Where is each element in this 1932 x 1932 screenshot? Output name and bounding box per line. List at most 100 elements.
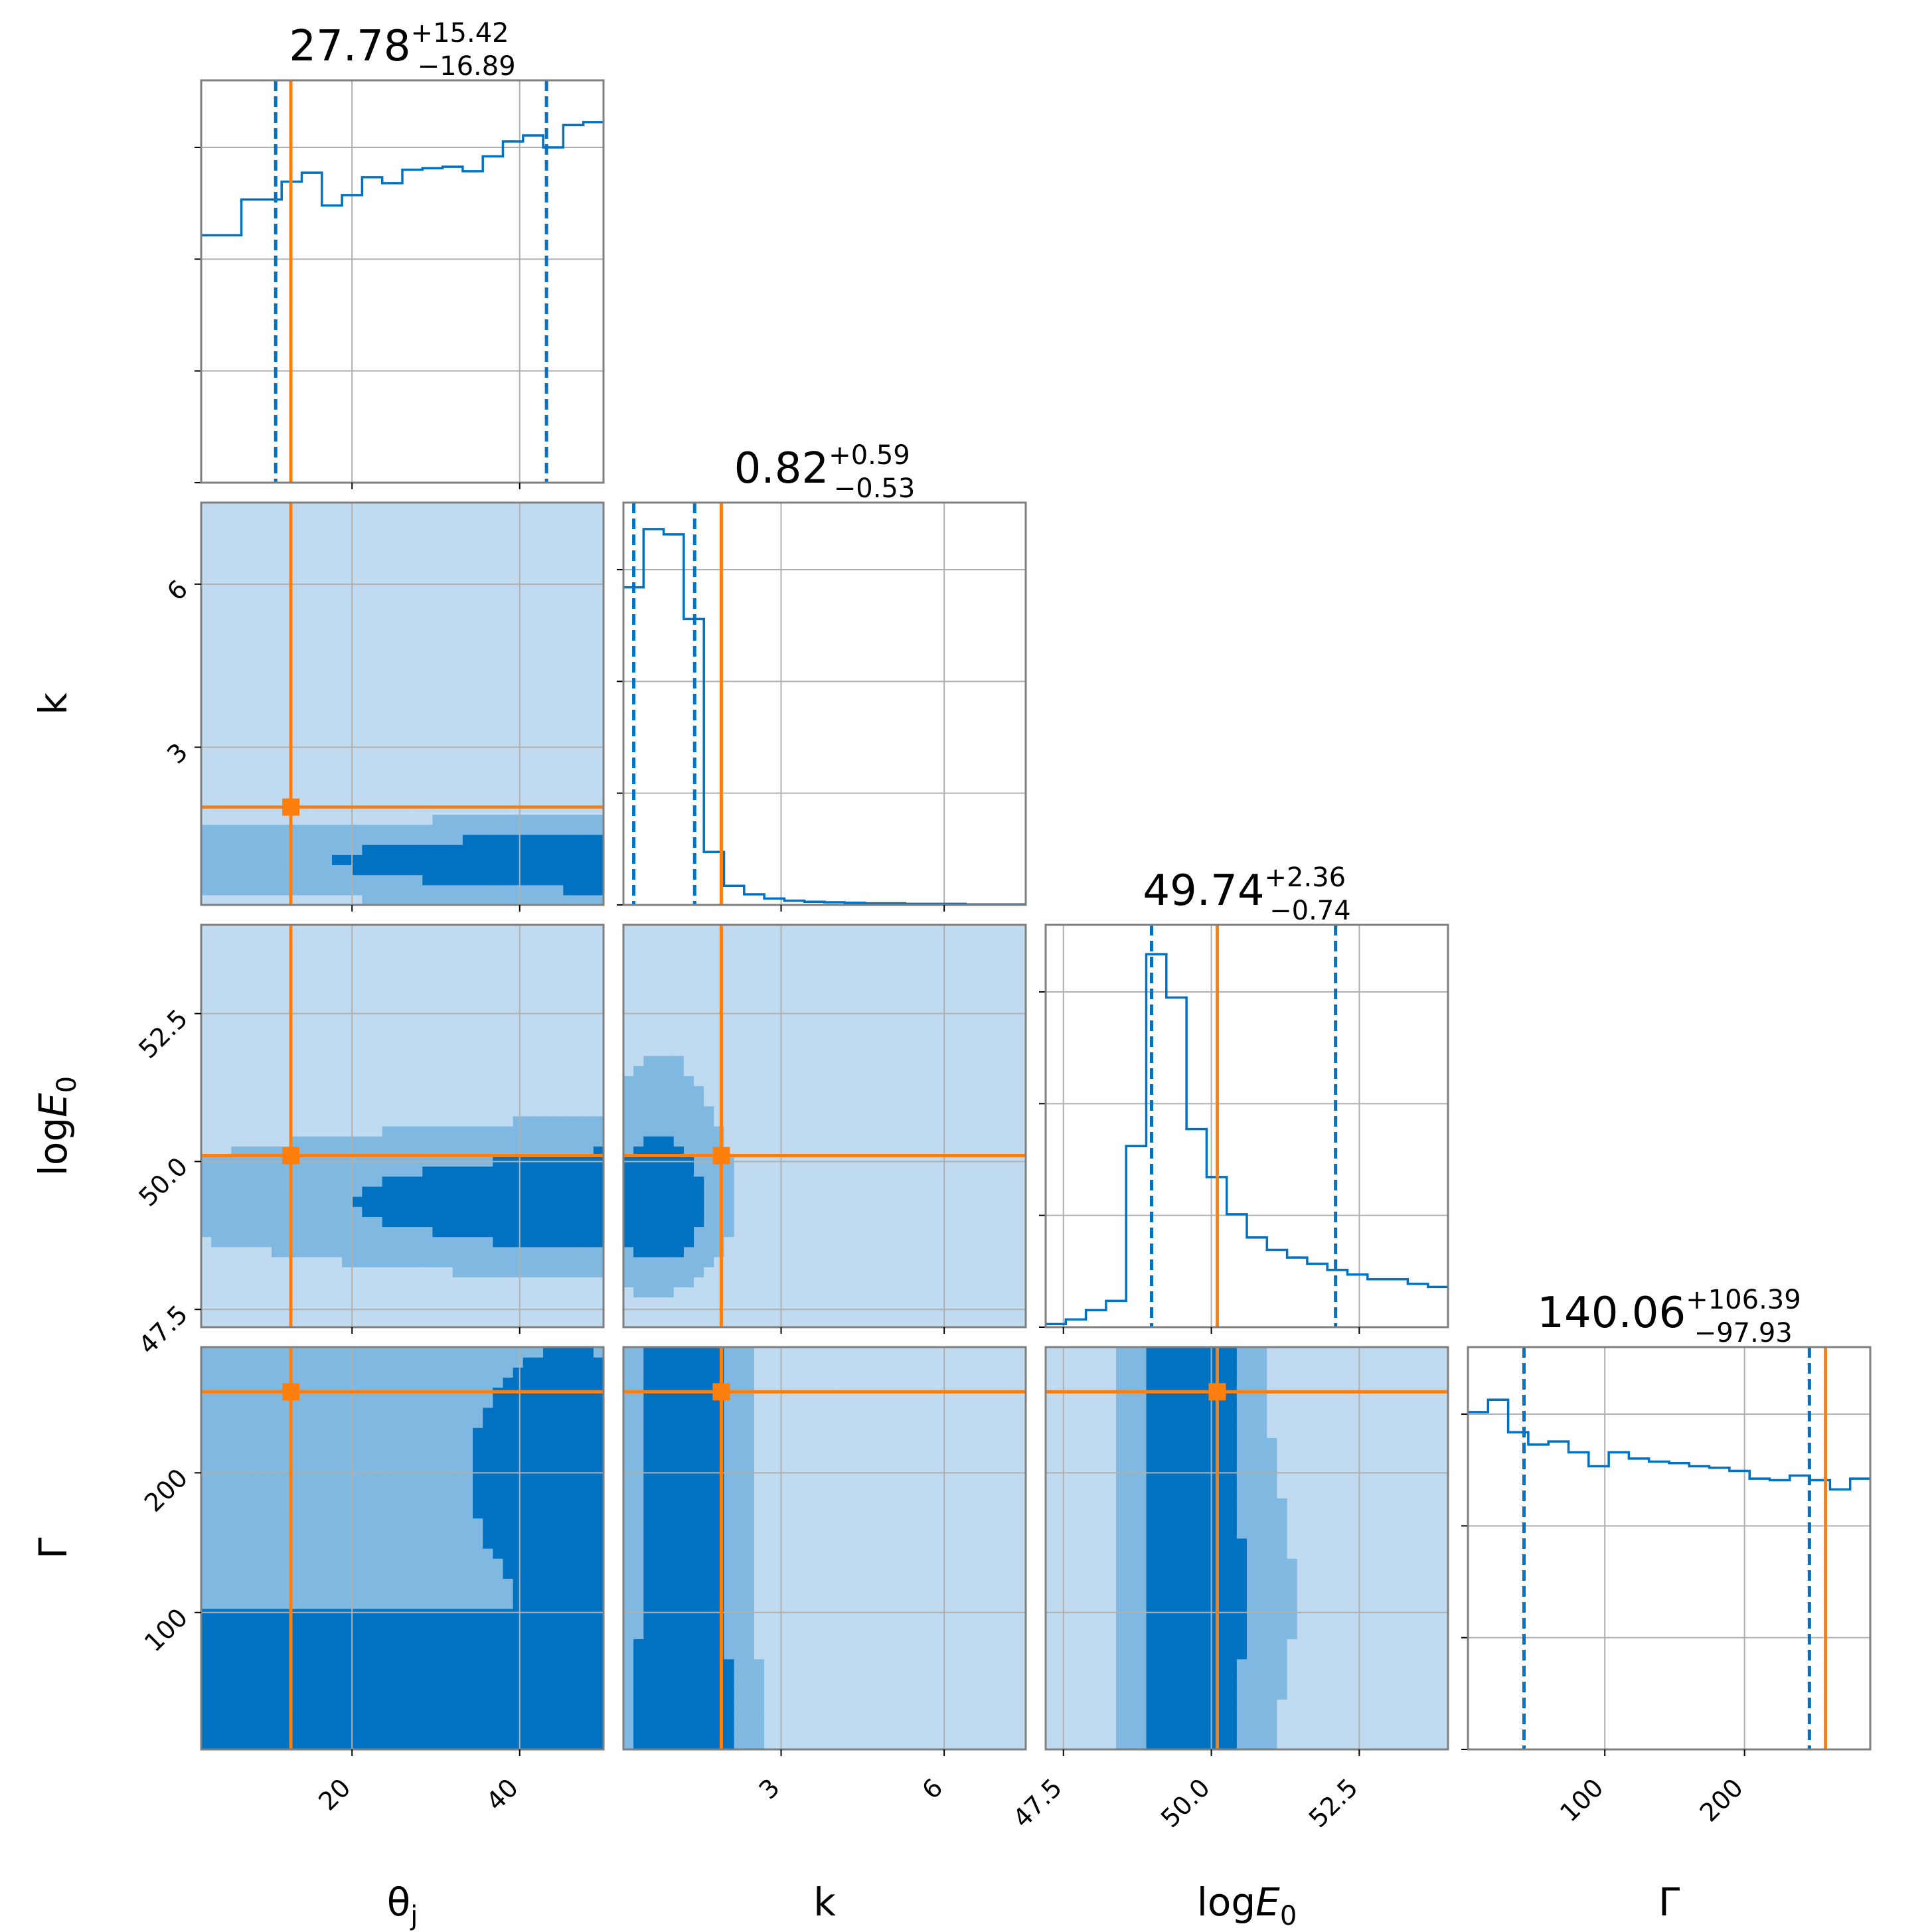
- density-cell: [382, 794, 393, 805]
- density-cell: [874, 925, 886, 935]
- density-cell: [493, 1307, 504, 1318]
- density-cell: [362, 814, 373, 825]
- density-cell: [965, 1297, 976, 1308]
- density-cell: [261, 955, 272, 966]
- density-cell: [342, 1025, 353, 1036]
- density-cell: [874, 975, 886, 986]
- density-cell: [221, 693, 232, 704]
- density-cell: [261, 714, 272, 724]
- density-cell: [241, 1267, 252, 1277]
- density-cell: [573, 955, 584, 966]
- density-cell: [513, 854, 524, 865]
- density-cell: [864, 1076, 876, 1086]
- density-cell: [362, 794, 373, 805]
- density-cell: [523, 1226, 534, 1238]
- density-cell: [382, 945, 393, 956]
- density-cell: [452, 663, 463, 675]
- density-cell: [412, 814, 423, 825]
- density-cell: [915, 1076, 926, 1086]
- density-cell: [874, 1176, 886, 1187]
- density-cell: [311, 955, 323, 966]
- density-cell: [925, 1076, 936, 1086]
- density-cell: [352, 562, 362, 574]
- density-cell: [362, 1015, 373, 1026]
- density-cell: [311, 734, 323, 745]
- density-cell: [573, 1196, 584, 1207]
- density-cell: [633, 945, 644, 956]
- density-cell: [523, 955, 534, 966]
- density-cell: [784, 935, 795, 945]
- density-cell: [201, 1287, 212, 1298]
- density-cell: [895, 1226, 906, 1238]
- density-cell: [532, 945, 544, 956]
- density-cell: [784, 985, 795, 996]
- density-cell: [211, 1568, 222, 1579]
- density-cell: [945, 1267, 956, 1277]
- density-cell: [221, 1307, 232, 1318]
- density-cell: [473, 593, 483, 604]
- density-cell: [362, 1136, 373, 1147]
- density-cell: [532, 724, 544, 735]
- density-cell: [331, 562, 343, 574]
- density-cell: [683, 1317, 694, 1327]
- density-cell: [331, 552, 343, 564]
- density-cell: [462, 1105, 473, 1117]
- density-cell: [663, 1025, 675, 1036]
- density-cell: [201, 1136, 212, 1147]
- density-cell: [543, 1216, 554, 1228]
- density-cell: [543, 845, 554, 855]
- density-cell: [553, 1076, 564, 1086]
- density-cell: [272, 542, 282, 554]
- density-cell: [573, 1307, 584, 1318]
- density-cell: [412, 864, 423, 876]
- density-cell: [402, 673, 413, 684]
- density-cell: [301, 623, 313, 634]
- density-cell: [995, 1277, 1006, 1287]
- density-cell: [563, 1176, 574, 1187]
- density-cell: [483, 704, 493, 714]
- density-cell: [905, 955, 916, 966]
- density-cell: [422, 824, 434, 835]
- density-cell: [503, 955, 514, 966]
- density-cell: [272, 562, 282, 574]
- density-cell: [201, 1608, 212, 1619]
- density-cell: [532, 1246, 544, 1257]
- density-cell: [402, 754, 413, 765]
- density-cell: [211, 864, 222, 876]
- density-cell: [633, 1246, 644, 1257]
- density-cell: [473, 653, 483, 664]
- density-cell: [563, 1095, 574, 1107]
- density-cell: [291, 1095, 303, 1107]
- density-cell: [483, 683, 493, 694]
- density-cell: [794, 1287, 805, 1298]
- density-cell: [301, 552, 313, 564]
- density-cell: [342, 784, 353, 795]
- density-cell: [301, 874, 313, 886]
- density-cell: [392, 1086, 403, 1097]
- density-cell: [503, 1297, 514, 1308]
- density-cell: [532, 704, 544, 714]
- density-cell: [241, 854, 252, 865]
- density-cell: [744, 985, 755, 996]
- density-cell: [895, 1066, 906, 1076]
- density-cell: [573, 985, 584, 996]
- density-cell: [402, 975, 413, 986]
- density-cell: [563, 1045, 574, 1056]
- density-cell: [814, 965, 825, 976]
- density-cell: [764, 1025, 775, 1036]
- density-cell: [221, 1719, 232, 1730]
- density-cell: [462, 714, 473, 724]
- density-cell: [663, 965, 675, 976]
- density-cell: [402, 1086, 413, 1097]
- density-cell: [402, 874, 413, 886]
- density-cell: [583, 754, 594, 765]
- density-cell: [392, 693, 403, 704]
- density-cell: [593, 784, 604, 795]
- density-cell: [342, 1045, 353, 1056]
- density-cell: [583, 603, 594, 614]
- density-cell: [372, 523, 383, 534]
- density-cell: [473, 874, 483, 886]
- density-cell: [241, 1066, 252, 1076]
- density-cell: [402, 1236, 413, 1248]
- density-cell: [201, 1015, 212, 1026]
